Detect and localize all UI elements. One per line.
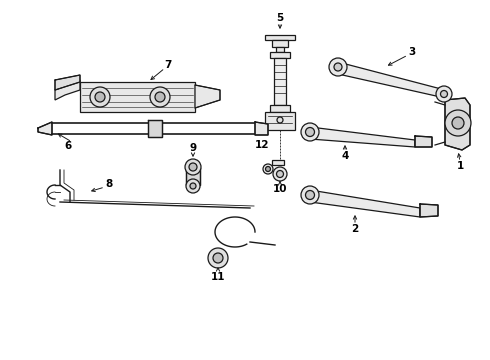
Text: 4: 4 [342,151,349,161]
Circle shape [273,167,287,181]
Polygon shape [310,127,415,147]
Circle shape [155,92,165,102]
Polygon shape [338,62,445,98]
Polygon shape [445,98,470,150]
Text: 8: 8 [105,179,113,189]
Text: 2: 2 [351,224,359,234]
Circle shape [305,190,315,199]
Circle shape [334,63,342,71]
Circle shape [452,117,464,129]
Polygon shape [148,120,162,137]
Text: 9: 9 [190,143,196,153]
Circle shape [329,58,347,76]
Text: 3: 3 [408,47,416,57]
Text: 5: 5 [276,13,284,23]
Polygon shape [265,35,295,40]
Polygon shape [420,204,438,217]
Circle shape [305,127,315,136]
Polygon shape [55,75,80,90]
Text: 1: 1 [456,161,464,171]
Polygon shape [55,80,80,100]
Polygon shape [272,40,288,47]
Polygon shape [80,82,195,112]
Text: 7: 7 [164,60,171,70]
Circle shape [150,87,170,107]
Circle shape [301,186,319,204]
Polygon shape [265,112,295,130]
Circle shape [213,253,223,263]
Text: 6: 6 [64,141,72,151]
Polygon shape [415,136,432,147]
Polygon shape [186,168,200,185]
Text: 12: 12 [255,140,269,150]
Circle shape [189,163,197,171]
Polygon shape [272,160,284,165]
Circle shape [276,171,284,177]
Polygon shape [195,85,220,108]
Circle shape [277,117,283,123]
Text: 11: 11 [211,272,225,282]
Polygon shape [38,122,52,135]
Polygon shape [255,122,268,135]
Polygon shape [276,47,284,52]
Circle shape [185,159,201,175]
Circle shape [186,179,200,193]
Text: 10: 10 [273,184,287,194]
Circle shape [190,183,196,189]
Polygon shape [270,52,290,58]
Polygon shape [270,105,290,112]
Circle shape [90,87,110,107]
Circle shape [441,90,447,98]
Circle shape [436,86,452,102]
Circle shape [95,92,105,102]
Circle shape [266,166,270,171]
Circle shape [445,110,471,136]
Polygon shape [274,58,286,105]
Circle shape [301,123,319,141]
Circle shape [263,164,273,174]
Polygon shape [310,190,420,217]
Circle shape [208,248,228,268]
